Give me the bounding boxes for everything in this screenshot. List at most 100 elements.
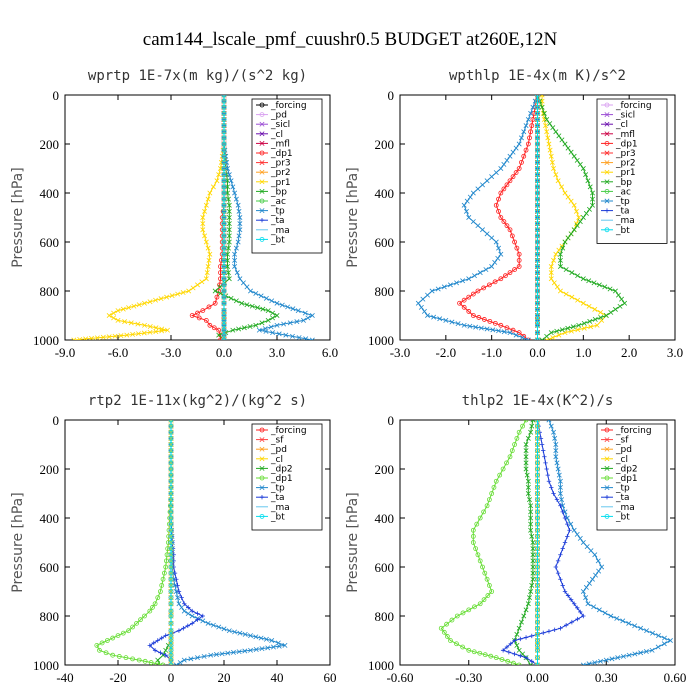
data-point [475, 288, 481, 294]
data-point [461, 304, 467, 310]
data-point [596, 568, 602, 574]
data-point [168, 576, 174, 582]
x-tick-label: 0.0 [216, 345, 232, 360]
legend-item-bp: _bp [256, 187, 287, 197]
data-point [524, 472, 530, 478]
legend-label: _dp1 [270, 149, 293, 159]
data-point [577, 161, 583, 167]
data-point [163, 564, 169, 570]
legend-item-bt: _bt [256, 235, 285, 245]
y-tick-label: 800 [375, 609, 395, 624]
data-point [617, 303, 623, 309]
panel-rtp2: rtp2 1E-11x(kg^2)/(kg^2 s) Pressure [hPa]… [10, 393, 337, 685]
data-point [535, 503, 540, 509]
data-point [258, 635, 264, 641]
data-point [480, 564, 485, 570]
data-point [100, 334, 106, 340]
data-point [661, 635, 667, 641]
x-tick-label: 40 [271, 670, 284, 685]
legend-label: _pr3 [270, 159, 291, 169]
data-point [555, 558, 561, 564]
data-point [535, 558, 540, 564]
legend-item-dp1: _dp1 [256, 474, 293, 484]
data-point [221, 239, 227, 245]
data-point [454, 280, 460, 286]
legend-label: _pd [270, 111, 287, 121]
data-point [158, 296, 164, 302]
data-point [530, 540, 536, 545]
data-point [592, 552, 598, 558]
series-dp1 [438, 420, 529, 665]
data-point [492, 259, 498, 265]
data-point [276, 331, 282, 337]
data-point [118, 333, 124, 339]
data-point [429, 288, 435, 294]
data-point [604, 495, 610, 500]
data-point [221, 172, 227, 178]
legend-item-ma: _ma [601, 503, 635, 513]
y-tick-label: 400 [375, 186, 395, 201]
data-point [568, 231, 574, 237]
legend-item-pd: _pd [601, 445, 632, 455]
data-point [200, 221, 206, 227]
data-point [283, 332, 289, 338]
data-point [560, 509, 565, 515]
data-point [535, 497, 540, 503]
data-point [274, 322, 280, 328]
data-point [221, 95, 227, 98]
data-point [282, 642, 288, 648]
data-point [544, 117, 550, 122]
data-point [168, 509, 174, 515]
data-point [581, 613, 586, 619]
data-point [83, 336, 89, 340]
data-point [189, 313, 195, 318]
legend-label: _ma [270, 503, 290, 513]
data-point [535, 662, 540, 665]
data-point [263, 636, 269, 642]
data-point [270, 330, 276, 336]
data-point [259, 437, 265, 443]
data-point [274, 313, 280, 318]
data-point [176, 628, 182, 633]
data-point [493, 170, 499, 176]
data-point [525, 435, 531, 441]
legend-label: _bp [270, 187, 287, 197]
data-point [523, 454, 529, 460]
data-point [232, 257, 238, 263]
data-point [195, 655, 200, 661]
data-point [484, 576, 490, 582]
data-point [265, 317, 271, 323]
data-point [130, 656, 135, 662]
data-point [203, 202, 209, 208]
data-point [491, 484, 497, 490]
data-point [547, 147, 553, 153]
data-point [535, 448, 540, 454]
data-point [567, 528, 572, 533]
data-point [225, 245, 231, 251]
data-point [270, 310, 276, 316]
y-tick-label: 200 [375, 137, 395, 152]
data-point [106, 334, 112, 340]
data-point [558, 577, 563, 582]
legend-item-ta: _ta [601, 207, 630, 217]
data-point [185, 623, 190, 628]
data-point [470, 540, 476, 545]
data-point [559, 497, 565, 503]
data-point [168, 657, 174, 663]
data-point [168, 608, 174, 614]
data-point [287, 320, 293, 326]
data-point [435, 286, 441, 292]
data-point [632, 651, 638, 657]
data-point [599, 564, 605, 570]
data-point [200, 613, 205, 619]
data-point [586, 278, 592, 284]
data-point [195, 282, 200, 288]
data-point [210, 184, 216, 190]
data-point [559, 184, 565, 190]
data-point [525, 601, 531, 607]
data-point [147, 329, 153, 335]
data-point [539, 442, 545, 447]
data-point [620, 618, 626, 624]
data-point [568, 328, 574, 334]
data-point [569, 270, 575, 276]
